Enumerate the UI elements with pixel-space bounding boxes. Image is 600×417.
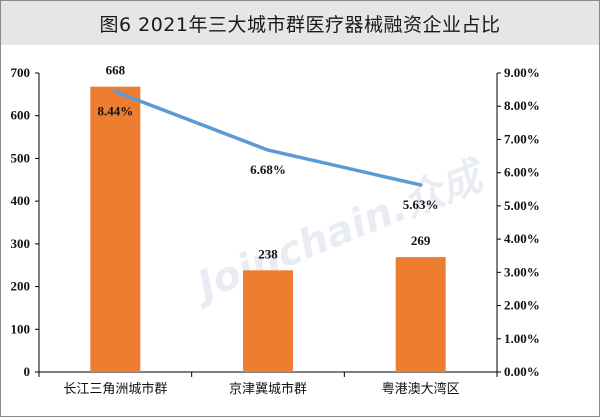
left-tick-label: 100	[11, 321, 31, 336]
left-tick-label: 500	[11, 150, 31, 165]
category-label: 京津冀城市群	[229, 381, 307, 397]
right-tick-label: 6.00%	[504, 165, 540, 180]
right-tick-label: 3.00%	[504, 264, 540, 279]
right-tick-label: 4.00%	[504, 231, 540, 246]
right-tick-label: 0.00%	[504, 364, 540, 379]
bar-value-label: 668	[106, 63, 126, 78]
right-tick-label: 2.00%	[504, 298, 540, 313]
right-tick-label: 7.00%	[504, 131, 540, 146]
right-tick-label: 5.00%	[504, 198, 540, 213]
left-tick-label: 0	[24, 364, 31, 379]
left-tick-label: 300	[11, 236, 31, 251]
right-tick-label: 8.00%	[504, 98, 540, 113]
right-tick-label: 9.00%	[504, 65, 540, 80]
right-tick-label: 1.00%	[504, 331, 540, 346]
category-label: 粤港澳大湾区	[382, 381, 460, 397]
left-tick-label: 400	[11, 193, 31, 208]
line-value-label: 5.63%	[403, 197, 439, 212]
bar	[396, 257, 446, 372]
line-value-label: 8.44%	[97, 104, 133, 119]
category-label: 长江三角洲城市群	[63, 381, 167, 397]
line-value-label: 6.68%	[250, 162, 286, 177]
left-tick-label: 200	[11, 279, 31, 294]
bar	[243, 270, 293, 372]
bar-value-label: 238	[258, 246, 278, 261]
left-tick-label: 600	[11, 108, 31, 123]
left-tick-label: 700	[11, 65, 31, 80]
bar-value-label: 269	[411, 233, 431, 248]
watermark: Joinchain.众成	[185, 152, 493, 312]
bar	[90, 87, 140, 372]
plot-area: 0 100 200 300 400 500 600 700 0.00% 1.00% 2.00% 3.0…	[11, 63, 540, 397]
